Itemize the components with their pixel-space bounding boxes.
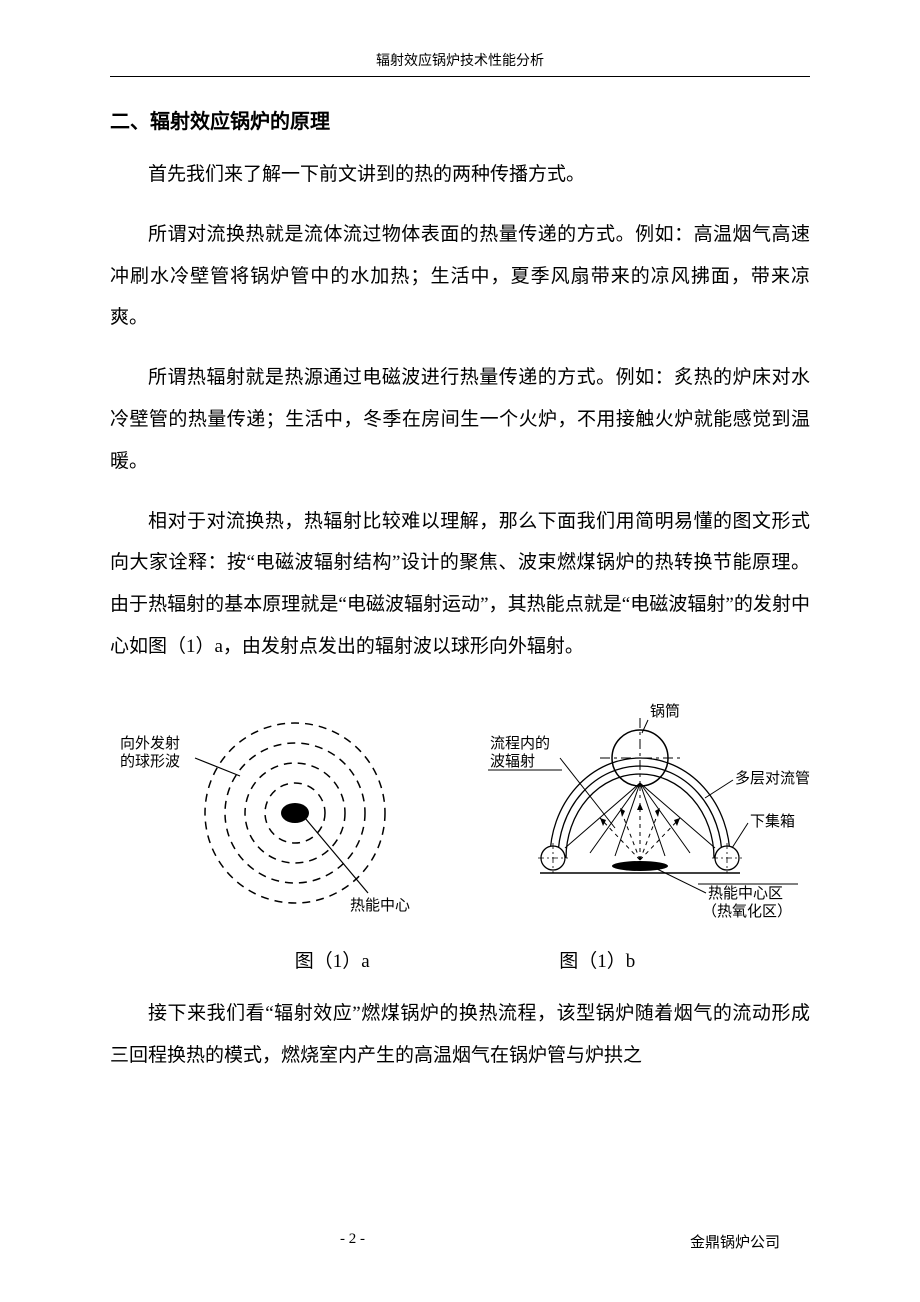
- fig-b-label-center-1: 热能中心区: [708, 885, 783, 902]
- paragraph: 所谓对流换热就是流体流过物体表面的热量传递的方式。例如：高温烟气高速冲刷水冷壁管…: [110, 214, 810, 339]
- caption-a: 图（1）a: [295, 946, 370, 973]
- caption-b: 图（1）b: [559, 946, 635, 973]
- fig-a-label-emit-2: 的球形波: [120, 753, 180, 770]
- footer-company: 金鼎锅炉公司: [690, 1231, 780, 1252]
- paragraph: 相对于对流换热，热辐射比较难以理解，那么下面我们用简明易懂的图文形式向大家诠释：…: [110, 501, 810, 668]
- fig-b-label-center-2: （热氧化区）: [702, 903, 792, 920]
- fig-b-label-flow-1: 流程内的: [490, 735, 550, 752]
- figure-b: 锅筒 流程内的 波辐射 多层对流管 下集箱 热能中心区 （热氧化区）: [450, 698, 810, 928]
- page: 辐射效应锅炉技术性能分析 二、辐射效应锅炉的原理 首先我们来了解一下前文讲到的热…: [0, 0, 920, 1302]
- paragraph-after: 接下来我们看“辐射效应”燃煤锅炉的换热流程，该型锅炉随着烟气的流动形成三回程换热…: [110, 993, 810, 1077]
- fig-a-label-center: 热能中心: [350, 897, 410, 914]
- header-title: 辐射效应锅炉技术性能分析: [376, 54, 544, 69]
- caption-row: 图（1）a 图（1）b: [110, 946, 810, 973]
- page-header: 辐射效应锅炉技术性能分析: [110, 50, 810, 77]
- figure-a: 向外发射 的球形波 热能中心: [110, 698, 430, 928]
- page-number: - 2 -: [340, 1231, 365, 1252]
- fig-b-label-header: 下集箱: [750, 813, 795, 830]
- figure-a-svg: 向外发射 的球形波 热能中心: [110, 698, 430, 928]
- paragraph: 首先我们来了解一下前文讲到的热的两种传播方式。: [110, 154, 810, 196]
- figures-row: 向外发射 的球形波 热能中心: [110, 698, 810, 928]
- section-heading: 二、辐射效应锅炉的原理: [110, 105, 810, 134]
- paragraph: 所谓热辐射就是热源通过电磁波进行热量传递的方式。例如：炙热的炉床对水冷壁管的热量…: [110, 357, 810, 482]
- fig-b-label-drum: 锅筒: [650, 703, 680, 720]
- figure-b-svg: 锅筒 流程内的 波辐射 多层对流管 下集箱 热能中心区 （热氧化区）: [450, 698, 810, 928]
- page-footer: - 2 - 金鼎锅炉公司: [110, 1231, 810, 1252]
- fig-b-label-tubes: 多层对流管: [735, 770, 810, 787]
- fig-a-label-emit-1: 向外发射: [120, 735, 180, 752]
- fig-b-label-flow-2: 波辐射: [490, 753, 535, 770]
